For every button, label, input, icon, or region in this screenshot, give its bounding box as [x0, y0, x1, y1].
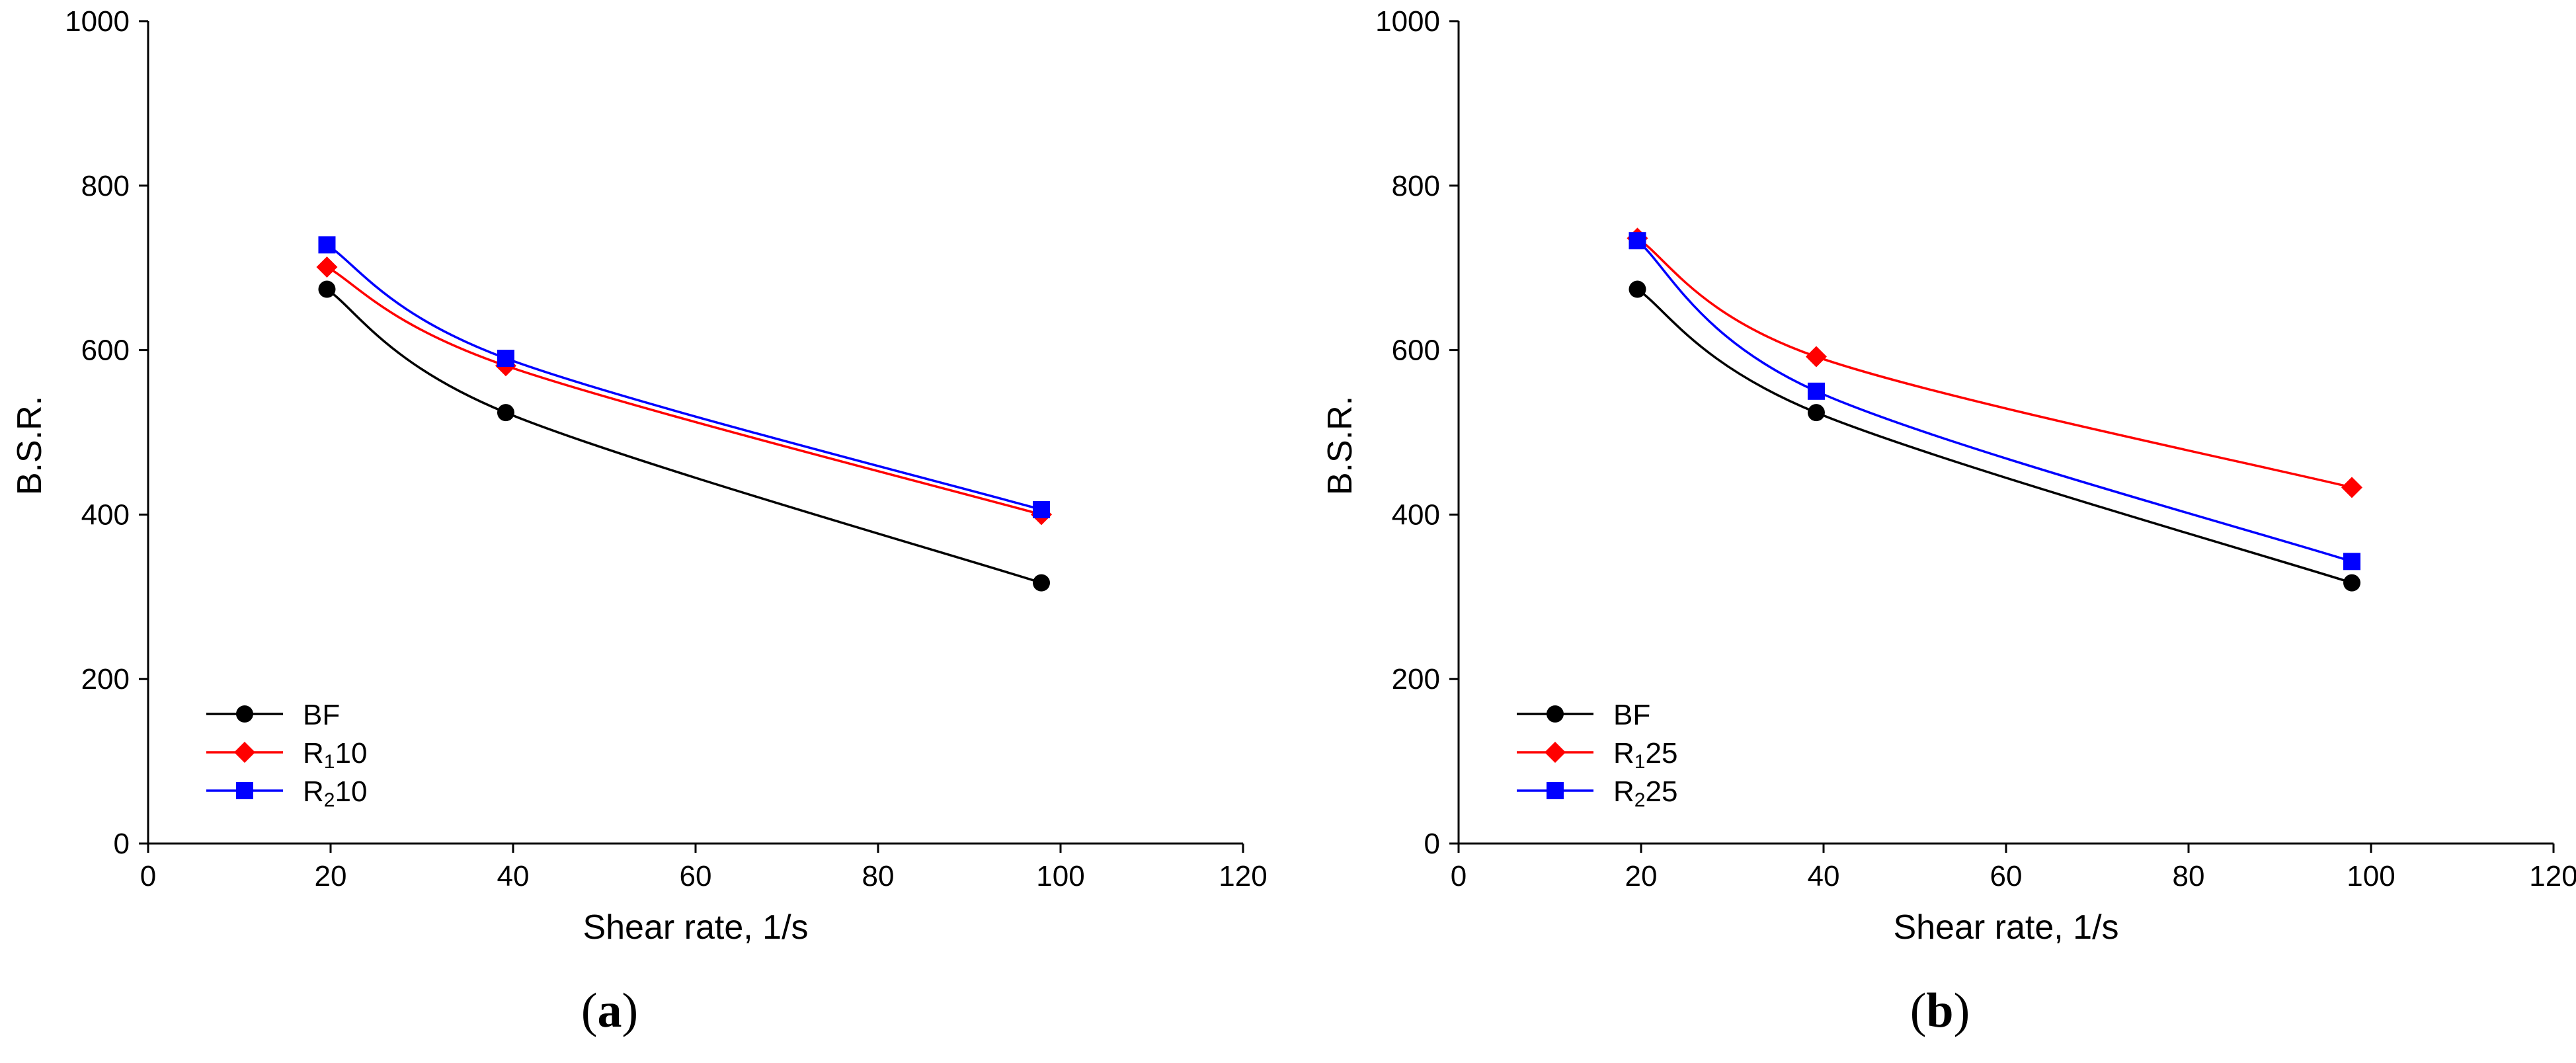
caption-b: (b) — [1910, 984, 1970, 1038]
y-axis-title: B.S.R. — [1321, 396, 1359, 495]
y-tick-label: 0 — [1424, 828, 1440, 860]
legend-marker — [236, 705, 253, 723]
legend-label-subscript: 2 — [324, 789, 335, 811]
data-point-0 — [1033, 574, 1051, 592]
data-point-2 — [1807, 382, 1825, 400]
x-tick-label: 80 — [862, 860, 895, 892]
x-tick-label: 0 — [140, 860, 156, 892]
legend-label-subscript: 1 — [324, 751, 335, 773]
x-tick-label: 120 — [1219, 860, 1267, 892]
y-tick-label: 0 — [114, 828, 130, 860]
data-point-1 — [1805, 346, 1827, 368]
y-tick-label: 200 — [81, 663, 130, 695]
x-tick-label: 120 — [2529, 860, 2576, 892]
legend-label-1: R125 — [1613, 737, 1677, 773]
legend-label-2: R210 — [303, 775, 367, 811]
legend-label-prefix: R — [303, 737, 324, 769]
x-tick-label: 100 — [2347, 860, 2395, 892]
x-axis-title: Shear rate, 1/s — [583, 908, 808, 947]
legend-marker — [1545, 742, 1566, 763]
caption-a-letter: a — [597, 984, 622, 1038]
x-tick-label: 60 — [680, 860, 712, 892]
x-tick-label: 0 — [1451, 860, 1467, 892]
legend-marker — [236, 782, 253, 799]
x-tick-label: 40 — [497, 860, 530, 892]
y-axis-title: B.S.R. — [11, 396, 49, 495]
data-point-2 — [1033, 500, 1051, 518]
data-point-0 — [1629, 280, 1646, 298]
data-point-2 — [497, 350, 514, 368]
y-tick-label: 400 — [81, 498, 130, 531]
series-line-1 — [326, 266, 1042, 516]
y-tick-label: 800 — [81, 170, 130, 202]
y-tick-label: 400 — [1392, 498, 1440, 531]
series-line-0 — [1636, 288, 2353, 584]
legend-label-suffix: 25 — [1645, 737, 1677, 769]
y-tick-label: 800 — [1392, 170, 1440, 202]
y-tick-label: 600 — [1392, 335, 1440, 367]
legend-label-prefix: R — [1613, 775, 1634, 808]
series-line-0 — [326, 288, 1042, 584]
x-tick-label: 20 — [315, 860, 347, 892]
legend-label-0: BF — [303, 699, 340, 731]
x-tick-label: 20 — [1625, 860, 1658, 892]
legend-label-suffix: 25 — [1645, 775, 1677, 808]
caption-a: (a) — [581, 984, 639, 1038]
x-tick-label: 60 — [1990, 860, 2023, 892]
series-line-2 — [1636, 239, 2353, 563]
caption-b-letter: b — [1926, 984, 1954, 1038]
x-tick-label: 40 — [1808, 860, 1840, 892]
legend-label-0: BF — [1613, 699, 1650, 731]
legend-label-1: R110 — [303, 737, 367, 773]
series-line-2 — [326, 243, 1042, 511]
data-point-2 — [1629, 232, 1646, 250]
y-tick-label: 200 — [1392, 663, 1440, 695]
data-point-0 — [318, 280, 336, 298]
legend-label-prefix: R — [303, 775, 324, 808]
data-point-1 — [316, 256, 338, 278]
x-axis-title: Shear rate, 1/s — [1893, 908, 2118, 947]
legend-marker — [1547, 705, 1564, 723]
data-point-0 — [1807, 404, 1825, 422]
chart-panel-a: 0 20 40 60 80 100 120 0 200 400 600 800 1000 Shear ra… — [11, 5, 1268, 947]
legend-label-suffix: 10 — [335, 737, 367, 769]
data-point-0 — [2343, 574, 2361, 592]
y-tick-label: 1000 — [1375, 5, 1440, 38]
y-tick-label: 600 — [81, 335, 130, 367]
legend-marker — [234, 742, 255, 763]
data-point-2 — [2343, 553, 2361, 571]
legend-label-2: R225 — [1613, 775, 1677, 811]
legend-label-suffix: 10 — [335, 775, 367, 808]
legend-label-subscript: 1 — [1634, 751, 1646, 773]
data-point-0 — [497, 404, 514, 422]
legend-label-prefix: R — [1613, 737, 1634, 769]
legend-label-subscript: 2 — [1634, 789, 1646, 811]
data-point-2 — [318, 236, 336, 254]
x-tick-label: 100 — [1036, 860, 1084, 892]
x-tick-label: 80 — [2173, 860, 2205, 892]
series-line-1 — [1636, 237, 2353, 489]
y-tick-label: 1000 — [65, 5, 130, 38]
chart-panel-b: 0 20 40 60 80 100 120 0 200 400 600 800 1000 Shear ra… — [1321, 5, 2576, 947]
data-point-1 — [2341, 477, 2363, 498]
legend-marker — [1547, 782, 1564, 799]
